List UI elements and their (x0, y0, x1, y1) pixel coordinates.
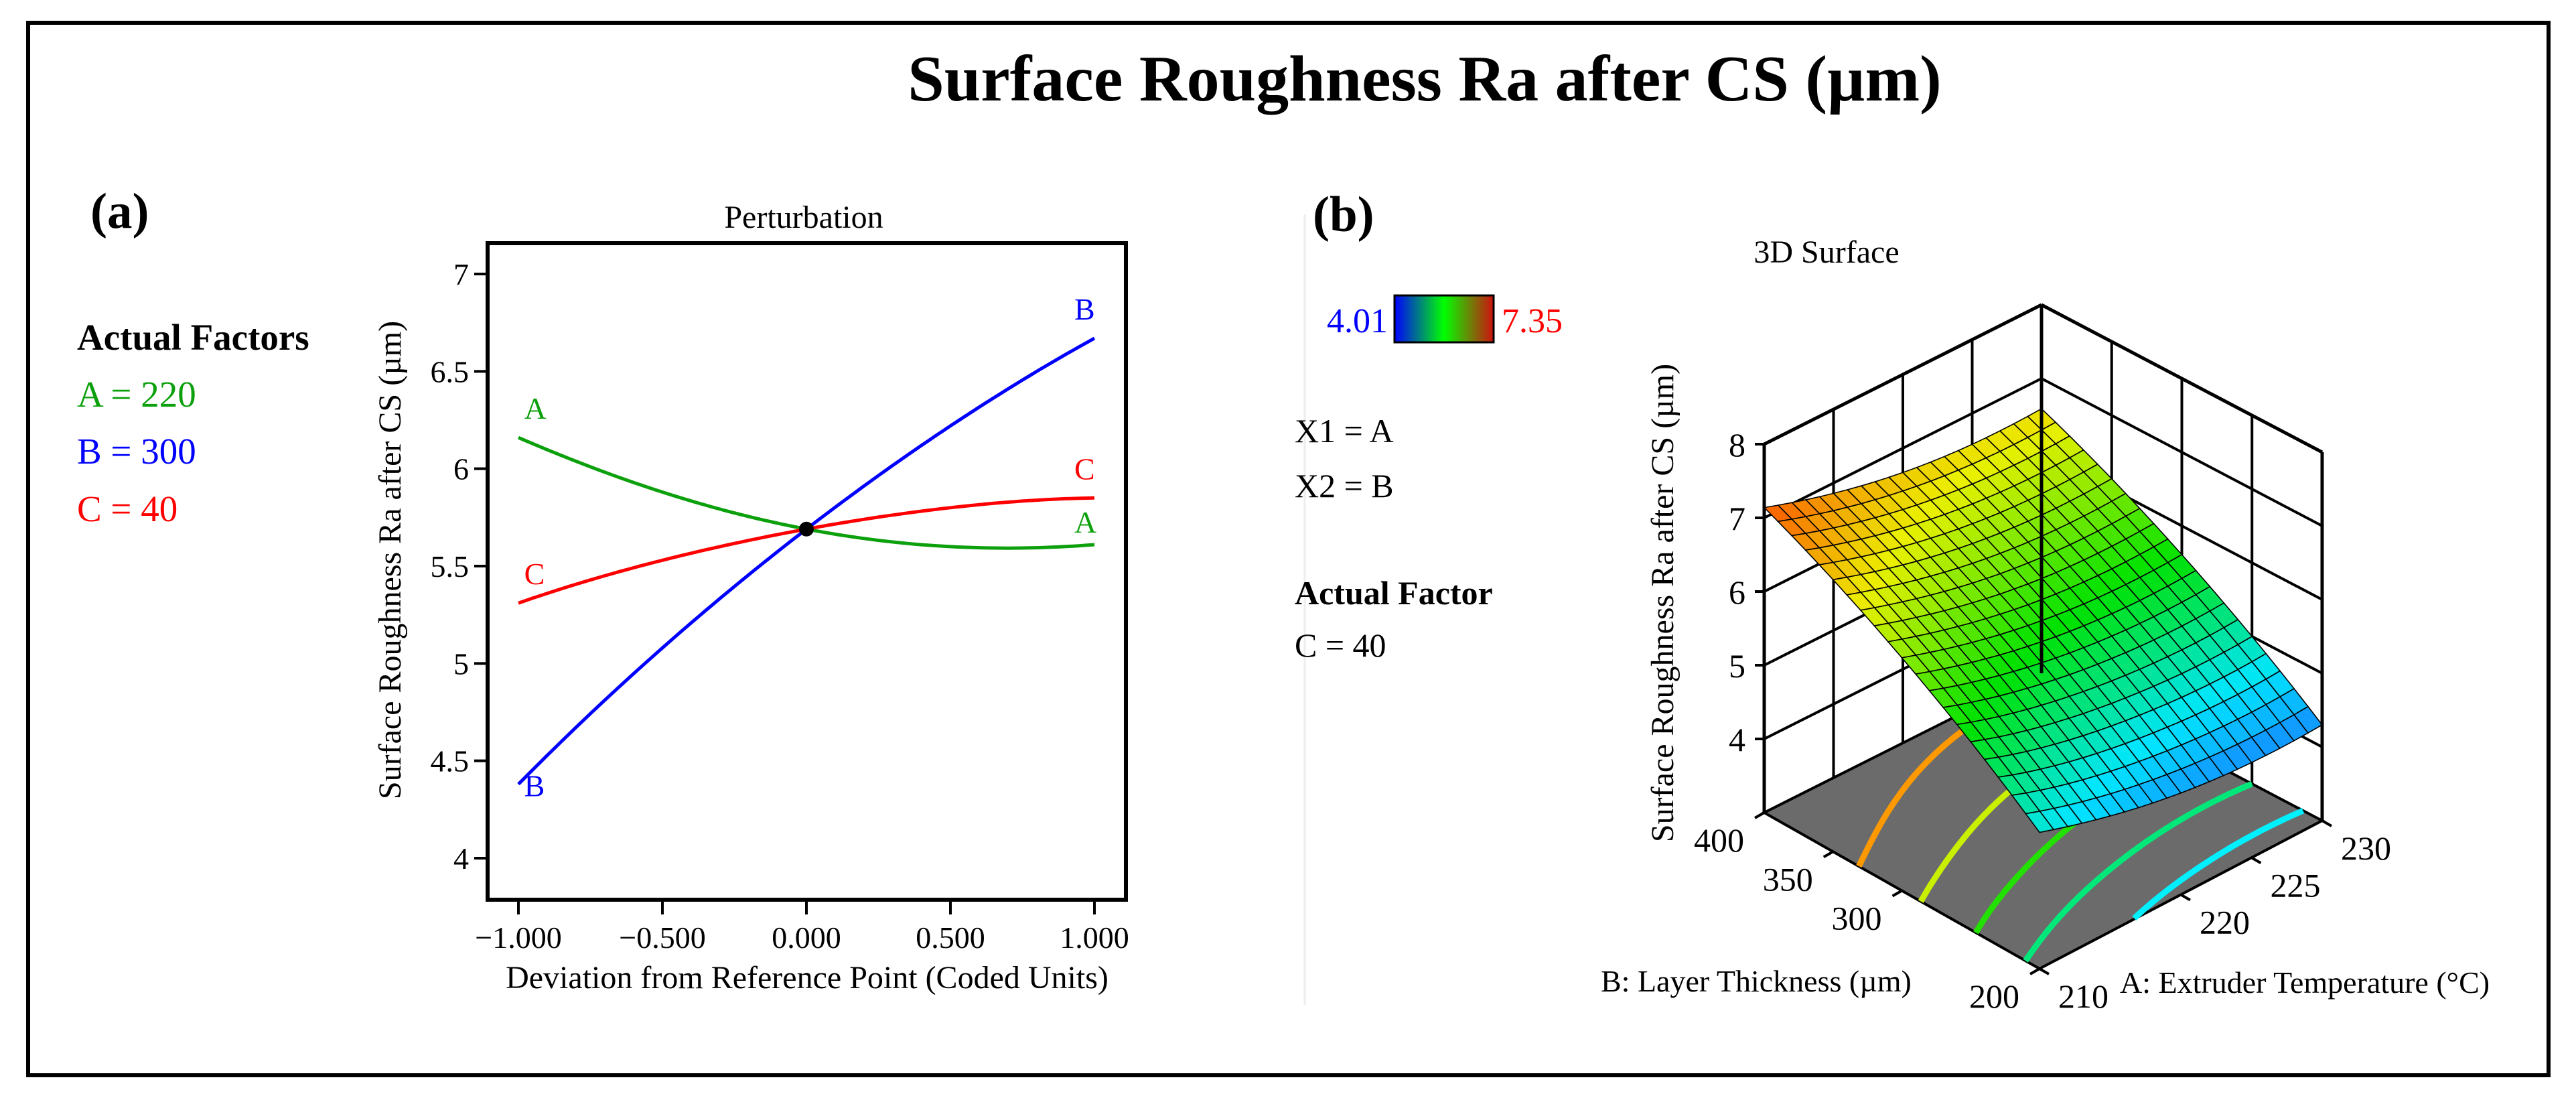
z-tick-label: 5 (1729, 647, 1745, 685)
reference-point (799, 521, 814, 537)
a-tick (2039, 967, 2050, 975)
a-tick-label: 210 (2058, 977, 2108, 1015)
x-tick-label: −0.500 (619, 920, 705, 955)
x1-assignment: X1 = A (1295, 412, 1394, 450)
color-scale-min: 4.01 (1327, 302, 1388, 340)
color-scale-max: 7.35 (1502, 302, 1563, 340)
y-tick-label: 4 (453, 841, 469, 876)
series-label-end-b: B (1074, 292, 1095, 326)
z-tick-label: 4 (1729, 721, 1745, 758)
y-tick-label: 6 (453, 452, 469, 486)
series-label-end-c: C (1074, 452, 1095, 486)
a-tick (2180, 893, 2191, 902)
factor-a-value: A = 220 (77, 374, 196, 415)
series-label-end-a: A (1074, 505, 1096, 539)
floor-contour-line (2132, 807, 2305, 921)
z-tick-label: 6 (1729, 573, 1745, 611)
floor-contour-line (2023, 780, 2254, 963)
actual-factor-value: C = 40 (1295, 626, 1386, 664)
series-line-c (518, 496, 1095, 605)
box-edge-top (2040, 303, 2323, 454)
b-tick-label: 400 (1694, 821, 1744, 859)
color-scale-bar (1393, 294, 1495, 344)
z-axis-label: Surface Roughness Ra after CS (µm) (1645, 364, 1680, 842)
y-tick-label: 4.5 (431, 744, 470, 778)
x-tick-label: 0.000 (772, 920, 841, 955)
z-tick-label: 7 (1729, 500, 1745, 537)
factor-b-value: B = 300 (77, 431, 196, 472)
box-edge-top (1763, 303, 2043, 446)
a-tick-label: 230 (2341, 829, 2391, 867)
b-tick (2029, 967, 2040, 975)
factor-c-value: C = 40 (77, 488, 177, 529)
b-tick (1822, 850, 1834, 858)
actual-factor-heading: Actual Factor (1295, 574, 1493, 612)
actual-factors-heading: Actual Factors (77, 317, 309, 358)
x-axis-label: Deviation from Reference Point (Coded Un… (506, 960, 1108, 996)
a-tick-label: 220 (2200, 904, 2250, 941)
figure-border (26, 21, 2551, 1077)
panel-a-label: (a) (90, 184, 149, 239)
b-tick-label: 200 (1969, 977, 2019, 1015)
surface-title: 3D Surface (1754, 234, 1899, 270)
b-tick (1754, 811, 1765, 819)
y-tick-label: 5 (453, 646, 469, 681)
perturbation-title: Perturbation (724, 200, 883, 235)
a-tick-label: 225 (2271, 866, 2321, 904)
plot-frame (486, 241, 1128, 902)
series-label-start-c: C (524, 557, 545, 591)
x-tick-label: −1.000 (475, 920, 561, 955)
y-axis-label: Surface Roughness Ra after CS (µm) (372, 321, 408, 799)
b-axis-label: B: Layer Thickness (µm) (1601, 964, 1912, 998)
surface-mesh-cell (2024, 811, 2055, 833)
y-tick-label: 5.5 (431, 549, 470, 584)
series-line-b (517, 336, 1096, 786)
y-tick-label: 7 (453, 257, 469, 291)
x-tick-label: 1.000 (1060, 920, 1129, 955)
b-tick-label: 350 (1763, 860, 1813, 898)
surface-plot: 4 5 6 7 8 200 300 350 400 210 220 225 230 (1694, 303, 2391, 1015)
series-label-start-a: A (524, 391, 547, 425)
x2-assignment: X2 = B (1295, 467, 1394, 504)
a-tick (2321, 819, 2332, 827)
b-tick-label: 300 (1832, 900, 1882, 937)
z-tick-label: 8 (1729, 426, 1745, 464)
b-tick (1891, 889, 1903, 898)
series-label-start-b: B (524, 769, 545, 803)
a-axis-label: A: Extruder Temperature (°C) (2120, 965, 2490, 1000)
perturbation-plot: 4 4.5 5 5.5 6 6.5 7 −1.000 −0.500 0.000 0.500 1.000… (431, 241, 1129, 955)
panel-b-label: (b) (1313, 187, 1374, 243)
y-tick-label: 6.5 (431, 354, 470, 389)
x-tick-label: 0.500 (916, 920, 985, 955)
a-tick (2250, 856, 2262, 864)
figure-title: Surface Roughness Ra after CS (µm) (908, 43, 1942, 115)
